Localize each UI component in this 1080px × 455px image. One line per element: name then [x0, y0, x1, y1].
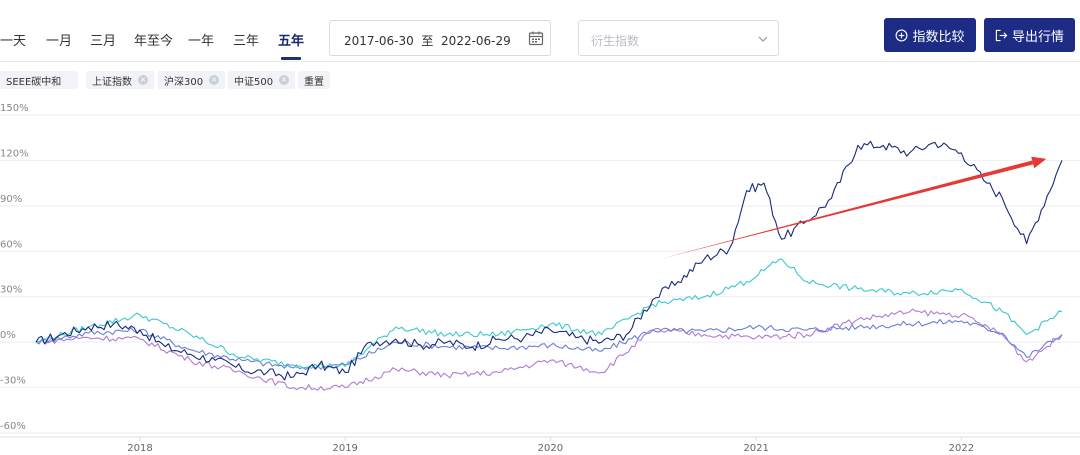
chevron-down-icon: [758, 36, 768, 42]
x-tick-label: 2018: [127, 443, 152, 454]
derived-index-select[interactable]: 衍生指数: [578, 20, 779, 56]
series-line-0: [35, 140, 1063, 381]
y-tick-label: 60%: [0, 239, 22, 250]
chip-label: 中证500: [234, 76, 274, 88]
date-end: 2022-06-29: [441, 34, 511, 48]
date-start: 2017-06-30: [344, 34, 414, 48]
annotation-arrow-shaft: [660, 160, 1034, 259]
range-tab-5y[interactable]: 五年: [278, 34, 305, 49]
close-icon[interactable]: ×: [279, 75, 290, 85]
chip-label: 上证指数: [92, 76, 132, 88]
range-tab-1y[interactable]: 一年: [188, 34, 215, 49]
chip-hs300[interactable]: 沪深300 ×: [158, 71, 226, 89]
export-quotes-button[interactable]: 导出行情: [984, 18, 1075, 52]
date-separator: 至: [421, 34, 434, 48]
chip-zz500[interactable]: 中证500 ×: [228, 71, 296, 89]
y-tick-label: 120%: [0, 148, 29, 159]
range-tab-1m[interactable]: 一月: [46, 34, 73, 49]
y-tick-label: -60%: [0, 421, 26, 432]
x-tick-label: 2021: [743, 443, 768, 454]
date-range-text: 2017-06-30 至 2022-06-29: [344, 32, 511, 49]
range-tab-3y[interactable]: 三年: [233, 34, 260, 49]
active-tab-indicator: [281, 57, 301, 60]
compare-index-button[interactable]: 指数比较: [884, 18, 976, 52]
chip-label: 沪深300: [164, 76, 204, 88]
reset-button[interactable]: 重置: [298, 71, 330, 89]
range-tab-3m[interactable]: 三月: [90, 34, 117, 49]
date-range-picker[interactable]: 2017-06-30 至 2022-06-29: [329, 20, 551, 56]
derived-index-placeholder: 衍生指数: [591, 34, 640, 48]
x-tick-label: 2020: [538, 443, 563, 454]
calendar-icon[interactable]: [528, 30, 544, 46]
line-chart: 150% 120% 90% 60% 30% 0% -30% -60% 2018 2019 2020 2…: [0, 103, 1080, 454]
export-icon: [995, 29, 1008, 41]
series-line-3: [35, 308, 1063, 391]
close-icon[interactable]: ×: [209, 75, 220, 85]
series-line-2: [36, 258, 1063, 369]
y-tick-label: 30%: [0, 285, 22, 296]
y-tick-label: -30%: [0, 376, 26, 387]
chip-label: SEEE碳中和: [6, 76, 62, 88]
plus-circle-icon: [896, 29, 908, 41]
x-tick-label: 2019: [332, 443, 357, 454]
range-tab-ytd[interactable]: 年至今: [134, 34, 174, 49]
chart-area: 150% 120% 90% 60% 30% 0% -30% -60% 2018 2019 2020 2…: [0, 100, 1080, 455]
close-icon[interactable]: ×: [138, 75, 148, 85]
annotation-arrow-head: [1031, 156, 1047, 169]
reset-label: 重置: [304, 76, 324, 88]
y-tick-label: 150%: [0, 103, 29, 114]
y-tick-label: 90%: [0, 194, 22, 205]
range-tab-1d[interactable]: 一天: [0, 34, 27, 49]
toolbar: 一天 一月 三月 年至今 一年 三年 五年 2017-06-30 至 2022-…: [0, 0, 1080, 62]
y-tick-label: 0%: [0, 330, 16, 341]
chip-seee[interactable]: SEEE碳中和: [0, 71, 78, 89]
x-tick-label: 2022: [949, 443, 974, 454]
export-quotes-label: 导出行情: [1011, 29, 1064, 45]
chip-shanghai[interactable]: 上证指数 ×: [86, 71, 154, 89]
series-line-1: [35, 318, 1063, 371]
compare-index-label: 指数比较: [912, 29, 965, 45]
